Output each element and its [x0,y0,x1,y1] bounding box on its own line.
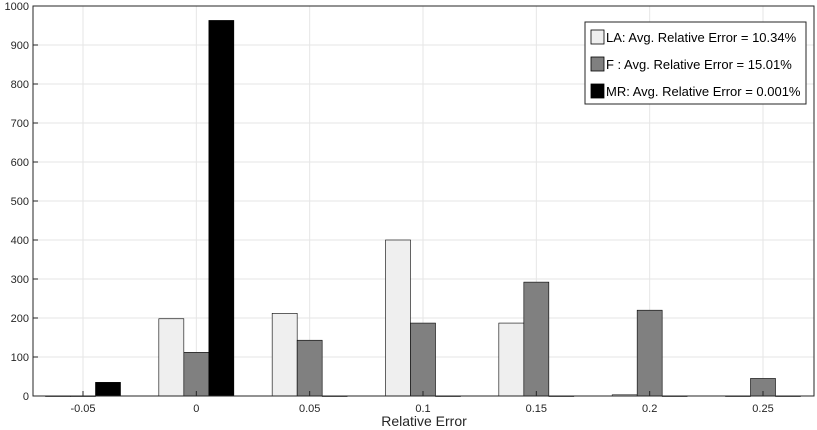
y-tick-label: 400 [11,235,29,247]
y-tick-label: 500 [11,196,29,208]
bar-series-1 [498,322,525,397]
axes-box [32,5,815,397]
x-tick-label: 0.15 [526,403,547,415]
bar-series-1 [385,239,411,397]
y-tick-label: 600 [11,157,29,169]
tick-labels: 0 100 200 300 400 500 600 700 800 900 1000 -0.05 0 0.… [5,1,774,415]
x-tick-label: 0 [193,403,199,415]
bar-series-1 [271,313,298,397]
legend-swatch [590,83,605,99]
bar-series-2 [410,322,436,397]
y-tick-label: 1000 [5,1,29,13]
legend-label: LA: Avg. Relative Error = 10.34% [606,30,797,45]
bar-series-2 [183,352,210,397]
bar-series-1 [158,318,185,397]
y-tick-label: 700 [11,118,29,130]
x-tick-label: 0.1 [415,403,430,415]
y-tick-label: 100 [11,352,29,364]
legend-swatch [590,29,605,45]
y-tick-label: 300 [11,274,29,286]
x-tick-label: 0.2 [642,403,657,415]
legend-label: F : Avg. Relative Error = 15.01% [606,57,792,72]
bar-series-2 [636,309,663,397]
y-tick-label: 900 [11,40,29,52]
x-tick-label: -0.05 [70,403,95,415]
y-tick-label: 200 [11,313,29,325]
x-tick-label: 0.25 [752,403,773,415]
bar-series-3 [95,382,121,397]
y-tick-label: 800 [11,79,29,91]
legend: LA: Avg. Relative Error = 10.34% F : Avg.… [584,21,807,105]
legend-swatch [590,56,605,72]
axes [32,5,815,397]
legend-box [584,21,807,105]
legend-label: MR: Avg. Relative Error = 0.001% [606,84,801,99]
x-tick-label: 0.05 [299,403,320,415]
bar-series-2 [296,339,323,397]
y-tick-label: 0 [23,391,29,403]
x-axis-title: Relative Error [381,413,467,429]
bar-series-3 [208,20,235,397]
bar-series-2 [523,281,550,397]
